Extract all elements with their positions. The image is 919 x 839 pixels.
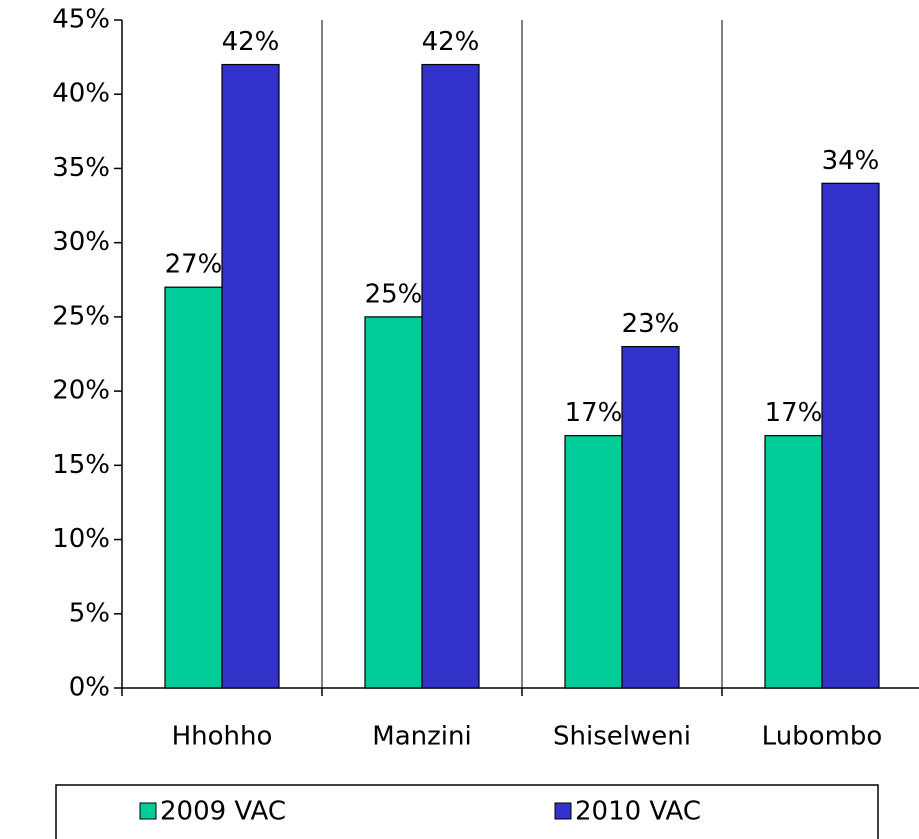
x-tick-label: Manzini bbox=[372, 722, 471, 752]
y-tick-label: 0% bbox=[69, 673, 110, 703]
value-label: 23% bbox=[622, 309, 680, 339]
value-label: 25% bbox=[365, 279, 423, 309]
bar bbox=[564, 435, 623, 689]
bar bbox=[764, 435, 823, 689]
legend-swatch bbox=[139, 802, 157, 820]
y-tick-label: 30% bbox=[52, 227, 110, 257]
y-tick-label: 40% bbox=[52, 79, 110, 109]
y-tick-label: 20% bbox=[52, 376, 110, 406]
bar bbox=[164, 286, 223, 689]
y-tick-label: 5% bbox=[69, 598, 110, 628]
y-tick-label: 45% bbox=[52, 5, 110, 35]
value-label: 17% bbox=[565, 398, 623, 428]
value-label: 27% bbox=[165, 250, 223, 280]
value-label: 34% bbox=[822, 146, 880, 176]
legend-box bbox=[55, 784, 879, 839]
legend-swatch bbox=[554, 802, 572, 820]
legend-label: 2009 VAC bbox=[160, 797, 286, 827]
bar bbox=[821, 182, 880, 689]
value-label: 42% bbox=[222, 27, 280, 57]
y-tick-label: 35% bbox=[52, 153, 110, 183]
x-tick-label: Lubombo bbox=[762, 722, 883, 752]
x-tick-label: Hhohho bbox=[172, 722, 273, 752]
value-label: 17% bbox=[765, 398, 823, 428]
legend-label: 2010 VAC bbox=[575, 797, 701, 827]
bar bbox=[621, 345, 680, 689]
bar bbox=[221, 63, 280, 689]
bar bbox=[364, 316, 423, 689]
y-tick-label: 25% bbox=[52, 301, 110, 331]
y-tick-label: 10% bbox=[52, 524, 110, 554]
y-tick-label: 15% bbox=[52, 450, 110, 480]
bar bbox=[421, 63, 480, 689]
value-label: 42% bbox=[422, 27, 480, 57]
x-tick-label: Shiselweni bbox=[553, 722, 691, 752]
